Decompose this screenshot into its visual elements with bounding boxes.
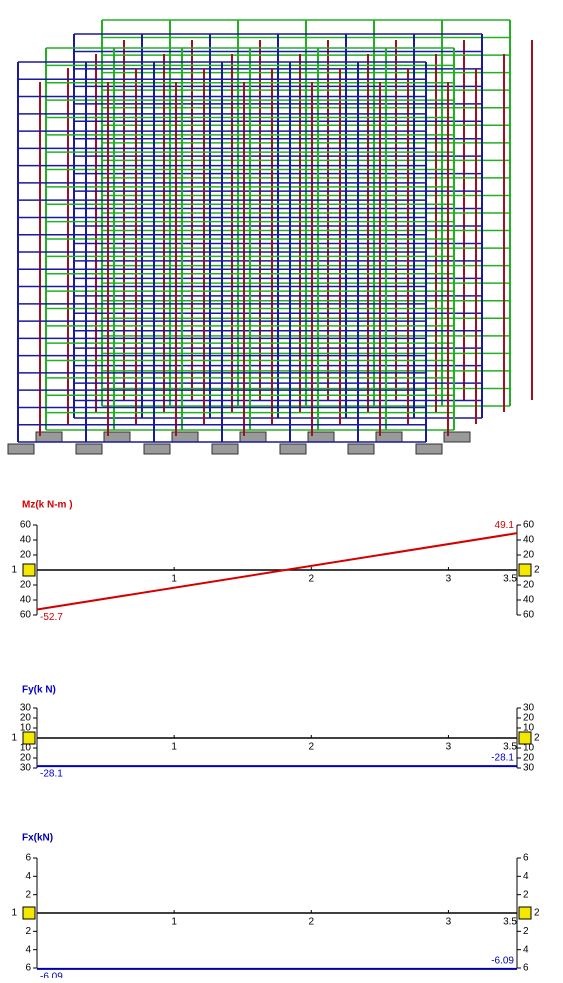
node-label: 1 — [11, 733, 17, 744]
x-tick-label: 3.5 — [503, 917, 517, 928]
footing — [76, 444, 102, 454]
node-marker — [23, 732, 35, 744]
chart-title: Mz(k N-m ) — [22, 500, 73, 511]
x-tick-label: 3.5 — [503, 742, 517, 753]
y-tick-label: 60 — [523, 520, 535, 531]
node-label: 1 — [11, 908, 17, 919]
y-tick-label: 20 — [523, 580, 535, 591]
node-label: 2 — [534, 733, 540, 744]
y-tick-label: 20 — [20, 580, 32, 591]
node-label: 2 — [534, 565, 540, 576]
x-tick-label: 3.5 — [503, 574, 517, 585]
y-tick-label: 6 — [25, 853, 31, 864]
node-label: 2 — [534, 908, 540, 919]
footing — [144, 444, 170, 454]
screen: Mz(k N-m )6060404020202020404060601233.5… — [0, 0, 563, 978]
value-label: -6.09 — [40, 971, 63, 978]
footing — [280, 444, 306, 454]
y-tick-label: 60 — [523, 610, 535, 621]
value-label: 49.1 — [495, 520, 515, 531]
y-tick-label: 60 — [20, 610, 32, 621]
node-marker — [23, 564, 35, 576]
y-tick-label: 4 — [523, 871, 529, 882]
y-tick-label: 40 — [523, 595, 535, 606]
y-tick-label: 20 — [20, 550, 32, 561]
y-tick-label: 4 — [25, 944, 31, 955]
x-tick-label: 2 — [309, 574, 315, 585]
y-tick-label: 40 — [523, 535, 535, 546]
y-tick-label: 4 — [25, 871, 31, 882]
chart-title: Fx(kN) — [22, 833, 53, 844]
y-tick-label: 40 — [20, 595, 32, 606]
moment-line — [37, 533, 517, 609]
y-tick-label: 6 — [25, 963, 31, 974]
x-tick-label: 2 — [309, 917, 315, 928]
y-tick-label: 2 — [523, 889, 529, 900]
node-marker — [519, 907, 531, 919]
y-tick-label: 2 — [25, 889, 31, 900]
value-label: -6.09 — [491, 955, 514, 966]
structure-model — [8, 20, 532, 454]
x-tick-label: 3 — [446, 742, 452, 753]
y-tick-label: 20 — [523, 550, 535, 561]
page: {"chart_data": [ {"type": "line", "title… — [0, 0, 563, 978]
x-tick-label: 1 — [171, 742, 177, 753]
footing — [212, 444, 238, 454]
x-tick-label: 3 — [446, 917, 452, 928]
footing — [8, 444, 34, 454]
footing — [348, 444, 374, 454]
value-label: -28.1 — [491, 753, 514, 764]
x-tick-label: 1 — [171, 917, 177, 928]
node-marker — [23, 907, 35, 919]
footing — [416, 444, 442, 454]
y-tick-label: 40 — [20, 535, 32, 546]
y-tick-label: 2 — [523, 926, 529, 937]
x-tick-label: 2 — [309, 742, 315, 753]
value-label: -28.1 — [40, 769, 63, 780]
y-tick-label: 6 — [523, 963, 529, 974]
y-tick-label: 2 — [25, 926, 31, 937]
node-marker — [519, 564, 531, 576]
x-tick-label: 3 — [446, 574, 452, 585]
node-marker — [519, 732, 531, 744]
y-tick-label: 30 — [523, 763, 535, 774]
chart-title: Fy(k N) — [22, 685, 56, 696]
y-tick-label: 60 — [20, 520, 32, 531]
node-label: 1 — [11, 565, 17, 576]
y-tick-label: 30 — [20, 763, 32, 774]
value-label: -52.7 — [40, 612, 63, 623]
y-tick-label: 6 — [523, 853, 529, 864]
y-tick-label: 4 — [523, 944, 529, 955]
x-tick-label: 1 — [171, 574, 177, 585]
